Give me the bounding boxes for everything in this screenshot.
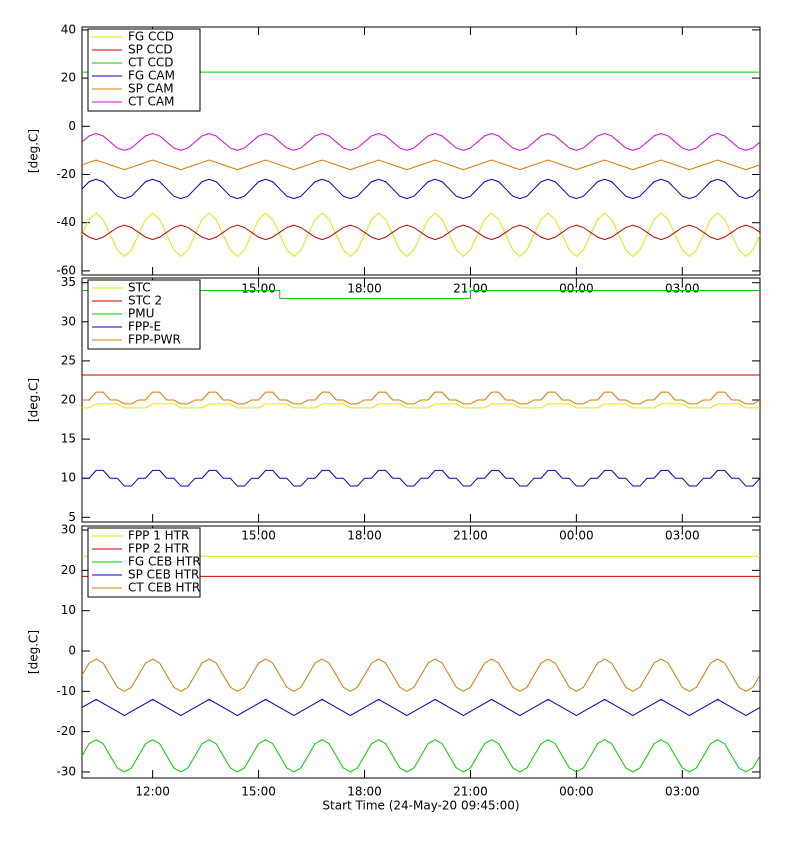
legend-label: SP CEB HTR xyxy=(128,568,199,582)
series-line xyxy=(81,658,761,692)
legend-label: FPP-PWR xyxy=(128,333,181,347)
y-tick-label: -30 xyxy=(56,764,76,778)
legend-label: SP CAM xyxy=(128,82,174,96)
x-axis-label: Start Time (24-May-20 09:45:00) xyxy=(322,799,519,813)
y-tick-label: 20 xyxy=(61,71,76,85)
plot-frame xyxy=(81,26,761,276)
series-line xyxy=(81,224,761,241)
series-line xyxy=(81,212,761,258)
y-tick-label: 5 xyxy=(68,510,76,524)
y-tick-label: 10 xyxy=(61,471,76,485)
legend-label: FPP 2 HTR xyxy=(128,542,189,556)
x-tick-label: 18:00 xyxy=(347,529,382,543)
x-tick-label: 21:00 xyxy=(453,282,488,296)
x-tick-label: 03:00 xyxy=(665,282,700,296)
legend-label: CT CEB HTR xyxy=(128,581,200,595)
series-line xyxy=(82,391,761,405)
y-tick-label: 0 xyxy=(68,119,76,133)
y-tick-label: 20 xyxy=(61,563,76,577)
y-tick-label: 30 xyxy=(61,523,76,537)
legend-label: FG CAM xyxy=(128,69,175,83)
y-axis-label: [deg.C] xyxy=(27,378,41,422)
series-line xyxy=(82,290,760,299)
y-tick-label: 25 xyxy=(61,353,76,367)
y-tick-label: 30 xyxy=(61,314,76,328)
x-tick-label: 03:00 xyxy=(665,785,700,799)
y-tick-label: 10 xyxy=(61,603,76,617)
plot-frame xyxy=(81,525,761,779)
legend-label: FPP-E xyxy=(128,320,161,334)
y-axis-label: [deg.C] xyxy=(27,129,41,173)
y-tick-label: 35 xyxy=(61,275,76,289)
y-tick-label: -10 xyxy=(56,684,76,698)
x-tick-label: 12:00 xyxy=(135,785,170,799)
series-line xyxy=(81,698,761,717)
x-tick-label: 21:00 xyxy=(453,785,488,799)
y-tick-label: 15 xyxy=(61,432,76,446)
x-tick-label: 15:00 xyxy=(241,785,276,799)
legend-label: STC xyxy=(128,281,151,295)
legend-label: FPP 1 HTR xyxy=(128,529,189,543)
y-tick-label: -20 xyxy=(56,724,76,738)
x-tick-label: 15:00 xyxy=(241,529,276,543)
legend-box xyxy=(87,279,201,350)
series-line xyxy=(81,739,761,773)
x-tick-label: 21:00 xyxy=(453,529,488,543)
series-line xyxy=(82,403,760,409)
x-tick-label: 00:00 xyxy=(559,529,594,543)
series-line xyxy=(81,159,761,171)
series-line xyxy=(81,178,761,200)
legend-label: FG CEB HTR xyxy=(128,555,201,569)
x-tick-label: 00:00 xyxy=(559,785,594,799)
legend-label: SP CCD xyxy=(128,43,173,57)
y-tick-label: -60 xyxy=(56,263,76,277)
legend-label: CT CCD xyxy=(128,56,174,70)
series-line xyxy=(81,133,761,151)
x-tick-label: 15:00 xyxy=(241,282,276,296)
x-tick-label: 18:00 xyxy=(347,785,382,799)
legend-box xyxy=(87,28,201,112)
series-line xyxy=(82,469,761,487)
y-tick-label: 20 xyxy=(61,393,76,407)
y-axis-label: [deg.C] xyxy=(27,630,41,674)
y-tick-label: -20 xyxy=(56,167,76,181)
x-tick-label: 00:00 xyxy=(559,282,594,296)
x-tick-label: 03:00 xyxy=(665,529,700,543)
y-tick-label: 40 xyxy=(61,22,76,36)
x-tick-label: 18:00 xyxy=(347,282,382,296)
y-tick-label: -40 xyxy=(56,215,76,229)
legend-label: CT CAM xyxy=(128,95,174,109)
y-tick-label: 0 xyxy=(68,643,76,657)
legend-label: PMU xyxy=(128,307,154,321)
legend-label: FG CCD xyxy=(128,30,174,44)
legend-label: STC 2 xyxy=(128,294,162,308)
